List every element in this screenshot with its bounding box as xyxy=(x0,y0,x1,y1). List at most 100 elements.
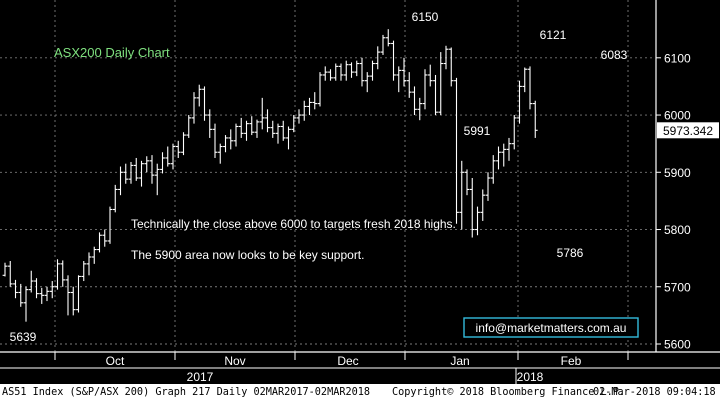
ohlc-bar xyxy=(191,92,197,124)
y-tick-label: 6000 xyxy=(664,109,691,123)
ohlc-bar xyxy=(133,157,139,181)
ohlc-bar xyxy=(490,155,496,184)
price-annotation: 5991 xyxy=(464,124,491,138)
ohlc-bar xyxy=(291,115,297,133)
ohlc-bar xyxy=(112,184,118,213)
ohlc-bar xyxy=(270,120,276,138)
ohlc-bar xyxy=(44,286,50,302)
ohlc-bar xyxy=(144,156,150,173)
ohlc-bar xyxy=(496,146,501,170)
ohlc-bar xyxy=(123,163,129,184)
ohlc-bar xyxy=(364,72,370,93)
ohlc-bar xyxy=(485,172,491,201)
ohlc-bar xyxy=(181,132,186,156)
month-label: Nov xyxy=(224,354,245,368)
ohlc-bar xyxy=(475,206,480,236)
ohlc-bar xyxy=(81,261,87,282)
contact-box xyxy=(463,317,639,338)
ohlc-bar xyxy=(443,45,449,70)
ohlc-bar xyxy=(286,126,291,150)
ohlc-bar xyxy=(375,46,381,70)
ohlc-bar xyxy=(307,97,312,116)
ohlc-bar xyxy=(532,100,538,138)
ohlc-bar xyxy=(154,163,160,196)
ohlc-bar xyxy=(217,143,223,164)
footer-timestamp: 02-Mar-2018 09:04:18 xyxy=(593,387,716,398)
ohlc-bar xyxy=(149,155,155,184)
ohlc-bar xyxy=(354,60,360,77)
ohlc-bar xyxy=(196,84,202,107)
ohlc-bar xyxy=(118,166,123,196)
ohlc-bar xyxy=(464,169,470,196)
ohlc-bar xyxy=(454,77,459,224)
ohlc-bar xyxy=(107,206,113,244)
ohlc-bar xyxy=(280,120,286,141)
bloomberg-footer: AS51 Index (S&P/ASX 200) Graph 217 Daily… xyxy=(0,384,720,403)
ohlc-bar xyxy=(249,116,255,136)
ohlc-bar xyxy=(469,178,475,238)
ohlc-bar xyxy=(102,229,108,247)
ohlc-bar xyxy=(60,260,66,287)
ohlc-bar xyxy=(422,69,428,110)
ohlc-bar xyxy=(55,259,60,290)
ohlc-bar xyxy=(275,123,281,144)
ohlc-bar xyxy=(244,120,249,141)
month-label: Dec xyxy=(337,354,358,368)
price-annotation: 6121 xyxy=(540,28,567,42)
ohlc-bar xyxy=(433,74,438,116)
footer-copyright: Copyright© 2018 Bloomberg Finance L.P. xyxy=(392,387,626,398)
ohlc-bar xyxy=(65,275,71,316)
ohlc-bar xyxy=(385,29,391,47)
ohlc-bar xyxy=(380,34,386,55)
commentary-line: The 5900 area now looks to be key suppor… xyxy=(131,248,364,262)
ohlc-bar xyxy=(317,72,323,107)
ohlc-bar xyxy=(207,109,213,138)
ohlc-bar xyxy=(212,123,218,158)
ohlc-bar xyxy=(296,109,302,124)
ohlc-bar xyxy=(359,57,365,87)
ohlc-bar xyxy=(401,57,407,87)
ohlc-bar xyxy=(412,86,417,116)
ohlc-bar xyxy=(370,60,375,81)
ohlc-bar xyxy=(160,152,165,174)
ohlc-bar xyxy=(506,137,512,161)
ohlc-bar xyxy=(139,160,144,187)
ohlc-bar xyxy=(417,97,423,121)
contact-email: info@marketmatters.com.au xyxy=(476,321,627,335)
y-tick-label: 5700 xyxy=(664,280,691,294)
ohlc-bar xyxy=(501,143,507,167)
month-label: Oct xyxy=(106,354,125,368)
ohlc-bar xyxy=(49,281,55,299)
price-annotation: 6083 xyxy=(601,48,628,62)
ohlc-bar xyxy=(170,143,176,170)
ohlc-bar xyxy=(517,80,522,124)
price-annotation: 5786 xyxy=(557,246,584,260)
ohlc-bar xyxy=(438,52,444,116)
ohlc-bar xyxy=(338,63,344,81)
ohlc-bar xyxy=(34,278,39,299)
ohlc-bar xyxy=(39,287,45,304)
ohlc-bar xyxy=(223,135,228,153)
ohlc-bar xyxy=(233,123,239,147)
ohlc-bar xyxy=(86,252,92,276)
y-tick-label: 5800 xyxy=(664,223,691,237)
ohlc-bar xyxy=(91,246,97,264)
ohlc-bar xyxy=(2,262,8,277)
ohlc-bar xyxy=(406,72,412,98)
commentary-line: Technically the close above 6000 to targ… xyxy=(131,217,456,231)
ohlc-bar xyxy=(459,160,465,230)
ohlc-bar xyxy=(333,63,339,81)
footer-security-info: AS51 Index (S&P/ASX 200) Graph 217 Daily… xyxy=(2,387,371,398)
ohlc-bar xyxy=(522,67,528,93)
ohlc-bar xyxy=(128,161,134,184)
ohlc-bar xyxy=(97,232,102,253)
ohlc-bar xyxy=(202,86,207,121)
month-label: Jan xyxy=(450,354,469,368)
chart-title: ASX200 Daily Chart xyxy=(54,45,170,60)
y-tick-label: 5600 xyxy=(664,338,691,352)
ohlc-bar xyxy=(259,97,265,130)
ohlc-bar xyxy=(175,140,181,158)
ohlc-bar xyxy=(427,64,433,87)
ohlc-bar xyxy=(511,115,517,150)
ohlc-bar xyxy=(322,66,328,81)
